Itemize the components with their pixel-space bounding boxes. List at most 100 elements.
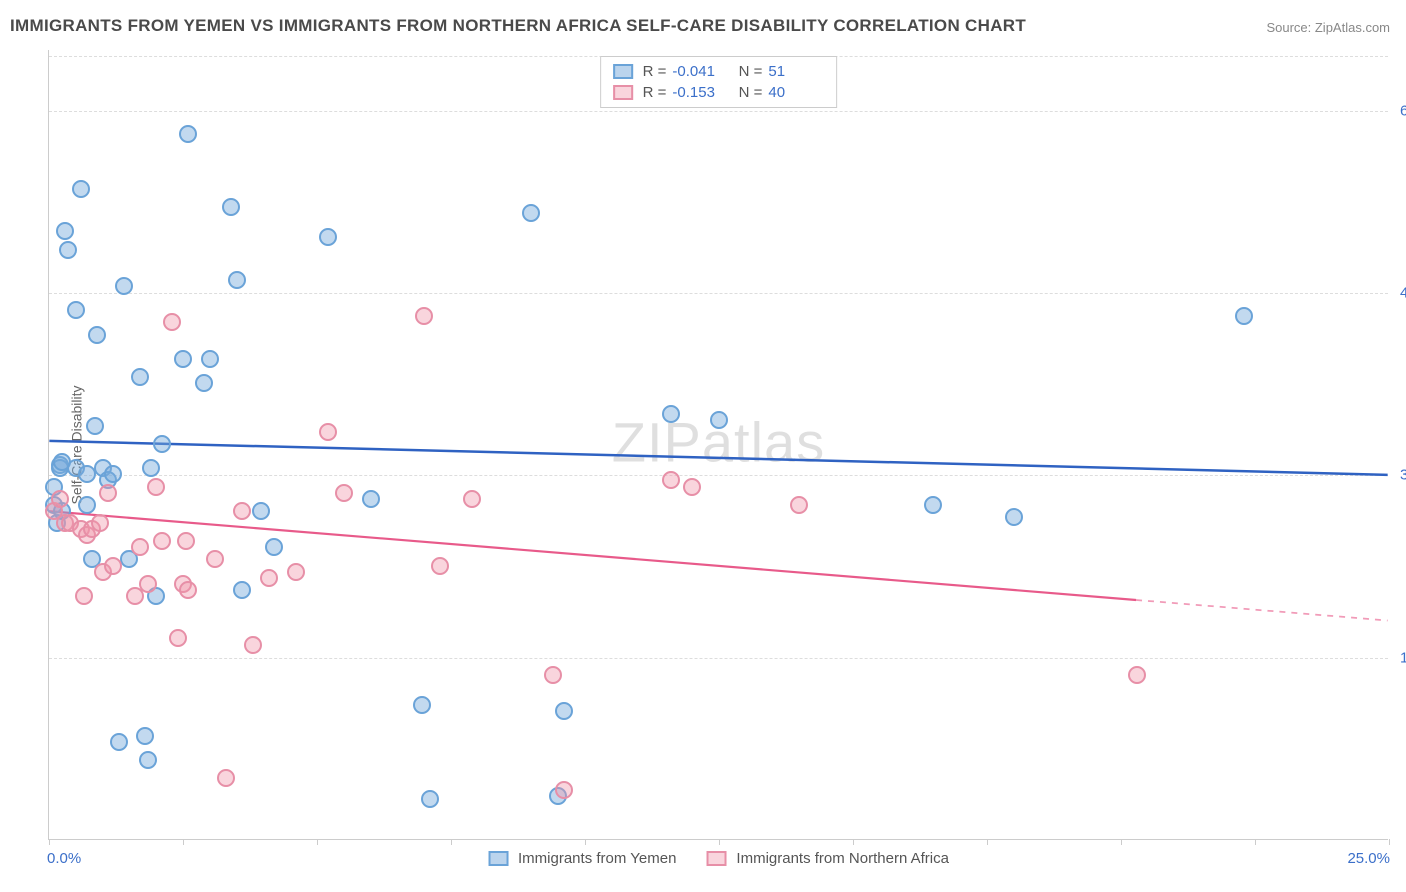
data-point-series-2	[260, 569, 278, 587]
data-point-series-1	[56, 222, 74, 240]
data-point-series-1	[115, 277, 133, 295]
data-point-series-2	[335, 484, 353, 502]
data-point-series-1	[88, 326, 106, 344]
data-point-series-2	[1128, 666, 1146, 684]
data-point-series-2	[91, 514, 109, 532]
x-axis-max-label: 25.0%	[1347, 850, 1390, 867]
stat-n-label: N =	[734, 63, 762, 80]
stat-n-value-2: 40	[768, 84, 824, 101]
data-point-series-2	[51, 490, 69, 508]
legend-label-1: Immigrants from Yemen	[518, 850, 676, 867]
legend-label-2: Immigrants from Northern Africa	[736, 850, 949, 867]
x-tick	[853, 839, 854, 845]
data-point-series-2	[153, 532, 171, 550]
data-point-series-2	[169, 629, 187, 647]
data-point-series-1	[153, 435, 171, 453]
data-point-series-1	[233, 581, 251, 599]
data-point-series-2	[206, 550, 224, 568]
x-tick	[49, 839, 50, 845]
x-tick	[585, 839, 586, 845]
data-point-series-2	[147, 478, 165, 496]
data-point-series-2	[683, 478, 701, 496]
stat-r-label: R =	[643, 63, 667, 80]
x-tick	[987, 839, 988, 845]
swatch-pink	[613, 85, 633, 100]
swatch-pink	[706, 851, 726, 866]
chart-plot-area: Self-Care Disability ZIPatlas 1.5%3.0%4.…	[48, 50, 1388, 840]
data-point-series-2	[131, 538, 149, 556]
data-point-series-2	[139, 575, 157, 593]
stat-n-value-1: 51	[768, 63, 824, 80]
data-point-series-1	[86, 417, 104, 435]
data-point-series-1	[222, 198, 240, 216]
data-point-series-1	[139, 751, 157, 769]
data-point-series-1	[142, 459, 160, 477]
y-tick-label: 1.5%	[1394, 649, 1406, 666]
page-title: IMMIGRANTS FROM YEMEN VS IMMIGRANTS FROM…	[10, 16, 1026, 36]
data-point-series-1	[555, 702, 573, 720]
data-point-series-2	[104, 557, 122, 575]
bottom-legend: Immigrants from Yemen Immigrants from No…	[488, 850, 949, 867]
data-point-series-1	[252, 502, 270, 520]
data-point-series-1	[179, 125, 197, 143]
source-attribution: Source: ZipAtlas.com	[1266, 20, 1390, 35]
stats-row-series-1: R = -0.041 N = 51	[613, 61, 825, 82]
data-point-series-2	[555, 781, 573, 799]
x-tick	[1255, 839, 1256, 845]
data-point-series-1	[201, 350, 219, 368]
data-point-series-1	[195, 374, 213, 392]
data-point-series-1	[1235, 307, 1253, 325]
data-point-series-2	[244, 636, 262, 654]
data-point-series-2	[319, 423, 337, 441]
data-point-series-2	[790, 496, 808, 514]
data-point-series-2	[233, 502, 251, 520]
stat-r-value-1: -0.041	[672, 63, 728, 80]
x-tick	[1121, 839, 1122, 845]
swatch-blue	[613, 64, 633, 79]
data-point-series-2	[177, 532, 195, 550]
y-tick-label: 4.5%	[1394, 285, 1406, 302]
stat-r-label: R =	[643, 84, 667, 101]
x-tick	[183, 839, 184, 845]
data-point-series-2	[75, 587, 93, 605]
data-point-series-2	[544, 666, 562, 684]
data-point-series-1	[662, 405, 680, 423]
x-tick	[719, 839, 720, 845]
y-tick-label: 3.0%	[1394, 467, 1406, 484]
data-point-series-1	[59, 241, 77, 259]
x-tick	[1389, 839, 1390, 845]
data-point-series-2	[287, 563, 305, 581]
data-point-series-2	[179, 581, 197, 599]
data-point-series-1	[72, 180, 90, 198]
stats-legend-box: R = -0.041 N = 51 R = -0.153 N = 40	[600, 56, 838, 108]
data-point-series-1	[110, 733, 128, 751]
x-tick	[451, 839, 452, 845]
data-point-series-1	[78, 496, 96, 514]
data-point-series-2	[217, 769, 235, 787]
data-point-series-1	[522, 204, 540, 222]
data-point-series-1	[421, 790, 439, 808]
data-point-series-2	[662, 471, 680, 489]
data-point-series-1	[1005, 508, 1023, 526]
data-point-series-1	[710, 411, 728, 429]
data-point-series-1	[174, 350, 192, 368]
data-point-series-2	[431, 557, 449, 575]
data-point-series-1	[228, 271, 246, 289]
x-tick	[317, 839, 318, 845]
data-point-series-2	[99, 484, 117, 502]
stat-n-label: N =	[734, 84, 762, 101]
data-point-series-1	[67, 301, 85, 319]
data-point-series-2	[415, 307, 433, 325]
data-point-series-2	[463, 490, 481, 508]
data-point-series-2	[163, 313, 181, 331]
swatch-blue	[488, 851, 508, 866]
stat-r-value-2: -0.153	[672, 84, 728, 101]
data-point-series-1	[319, 228, 337, 246]
data-point-series-1	[362, 490, 380, 508]
data-point-series-1	[136, 727, 154, 745]
data-point-series-1	[924, 496, 942, 514]
data-point-series-1	[131, 368, 149, 386]
y-tick-label: 6.0%	[1394, 102, 1406, 119]
data-point-series-1	[265, 538, 283, 556]
regression-lines	[49, 50, 1388, 839]
